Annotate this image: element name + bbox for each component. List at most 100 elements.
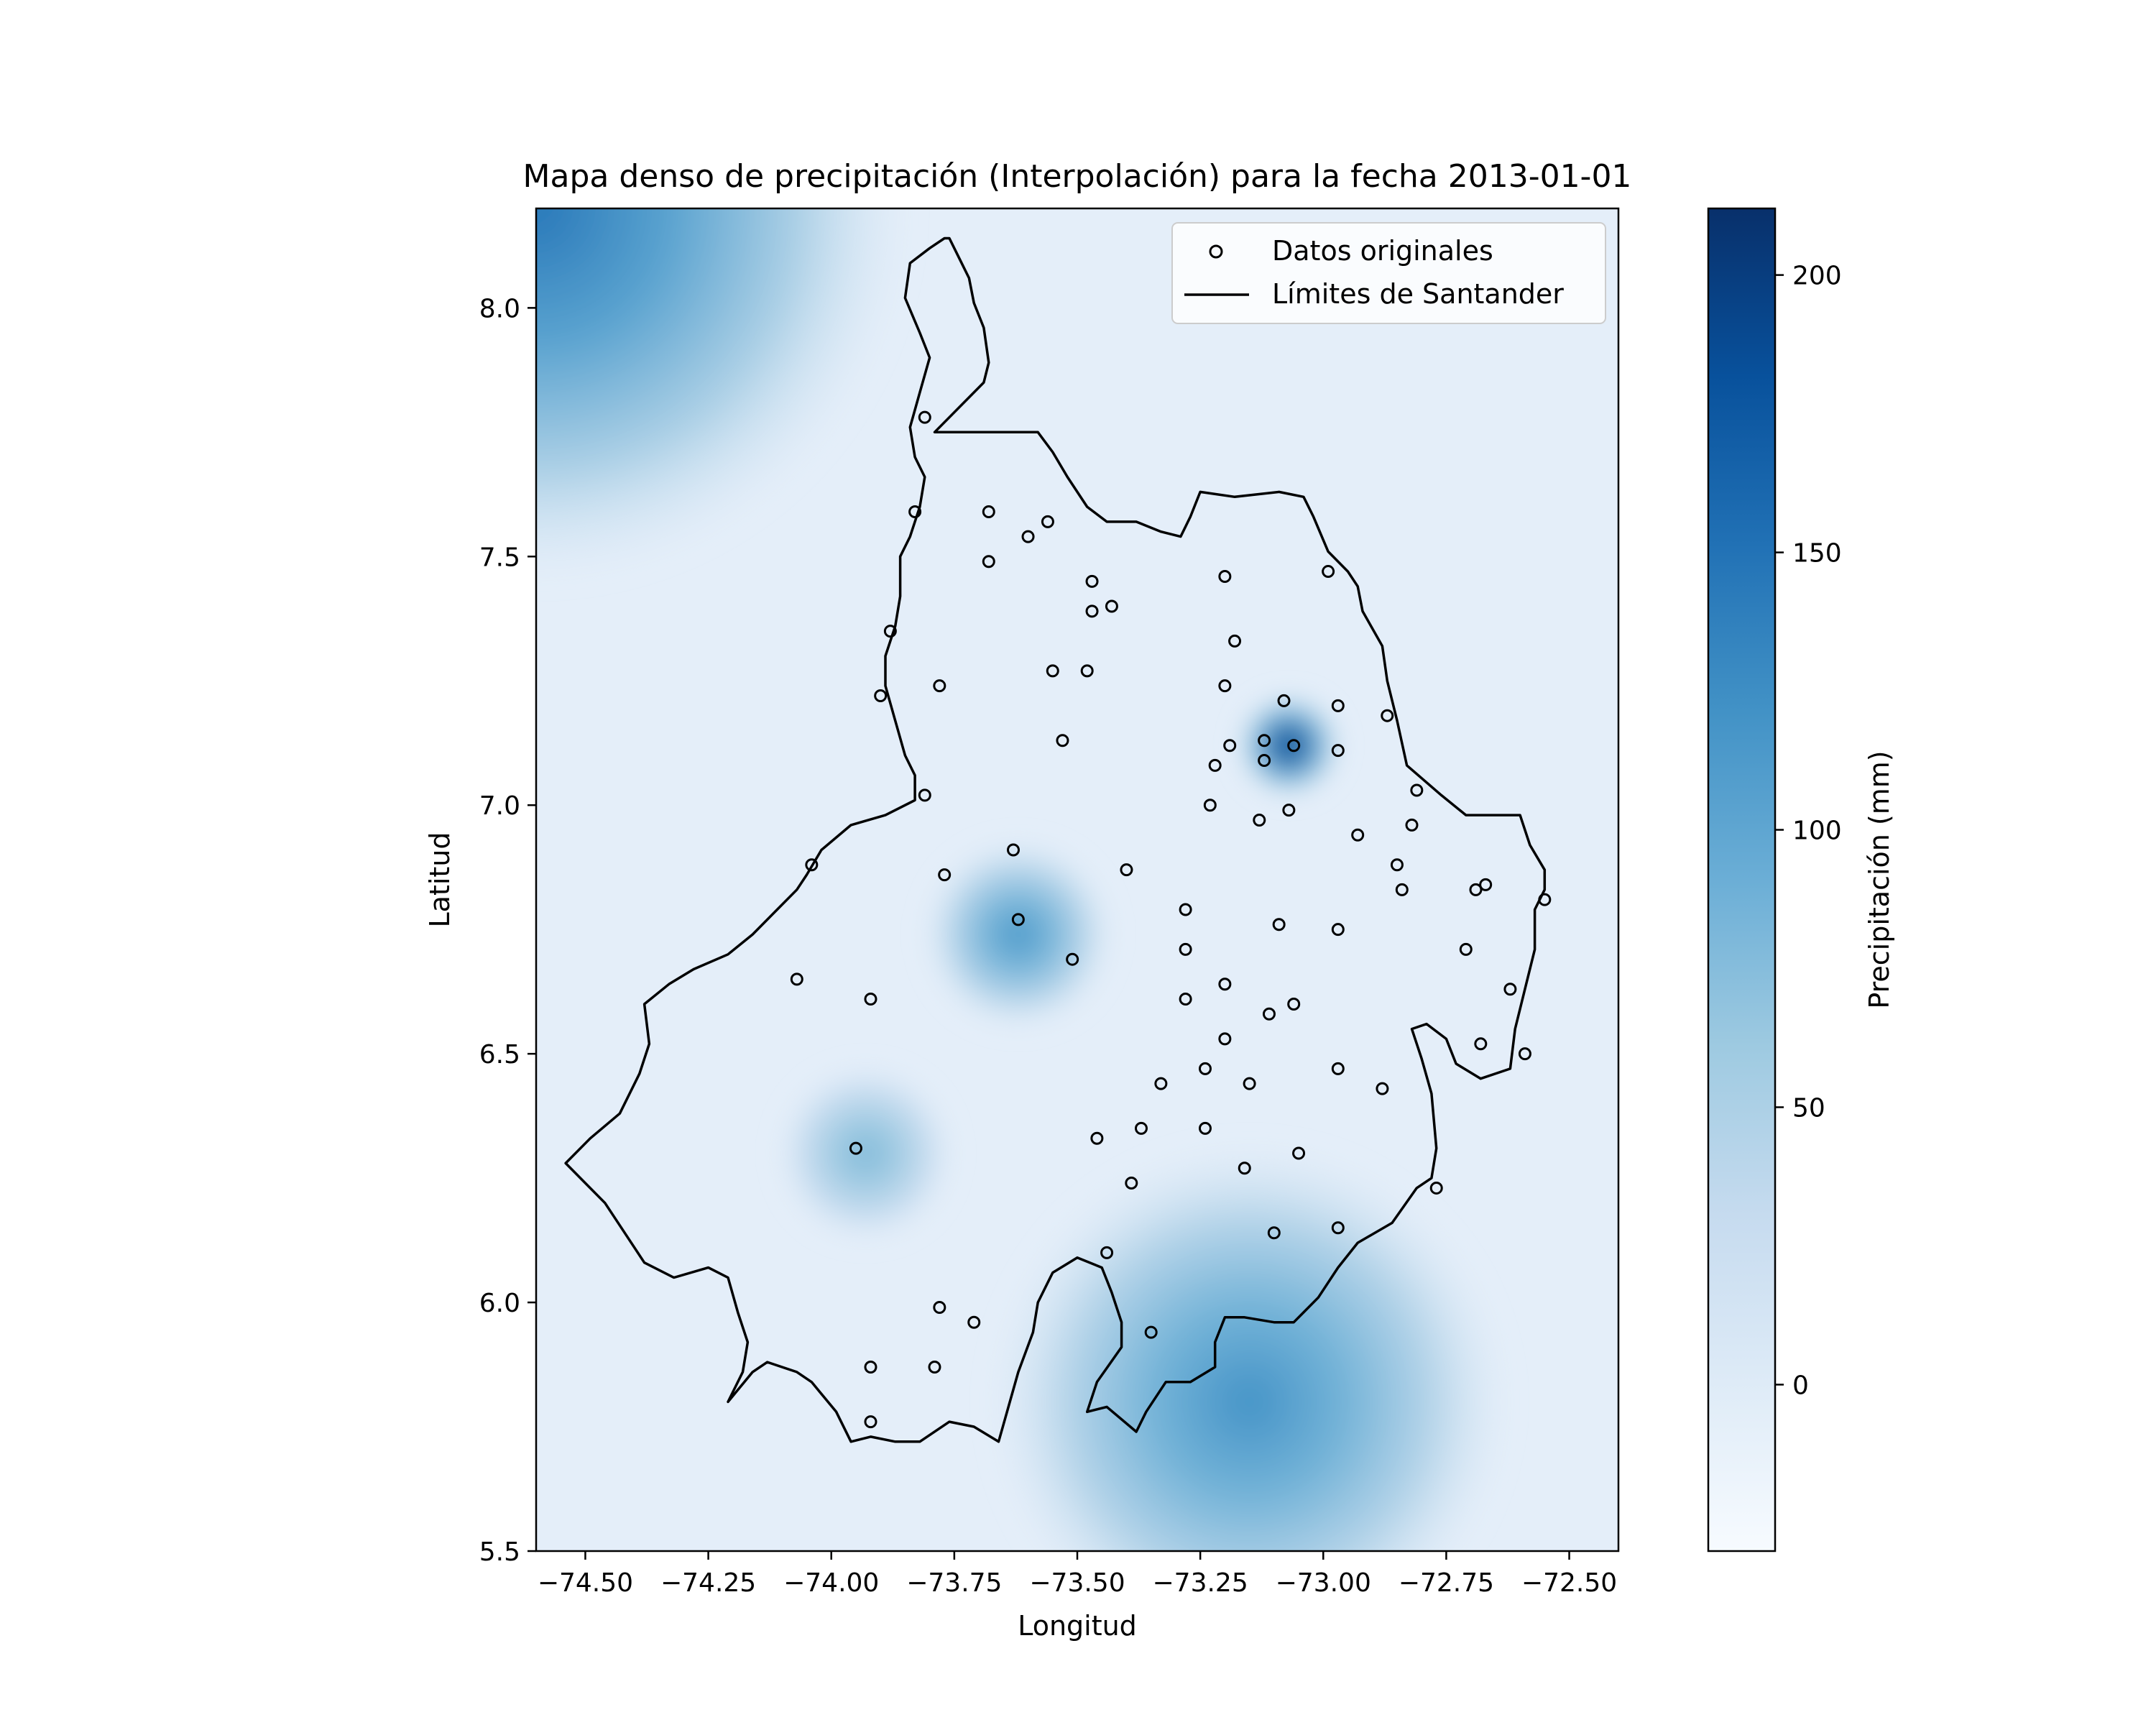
- x-tick-label: −74.25: [660, 1568, 756, 1598]
- station-point: [1041, 515, 1054, 528]
- station-point: [1331, 923, 1345, 937]
- station-point: [1218, 978, 1232, 991]
- station-point: [1120, 863, 1133, 877]
- station-point: [967, 1315, 981, 1329]
- x-tick-label: −72.50: [1521, 1568, 1617, 1598]
- station-point: [864, 1361, 877, 1374]
- colorbar-tick-label: 0: [1792, 1371, 1809, 1400]
- station-point: [864, 993, 877, 1006]
- y-tick-label: 6.5: [479, 1040, 520, 1070]
- station-point: [1021, 530, 1035, 543]
- station-point: [1100, 1246, 1114, 1259]
- chart-title: Mapa denso de precipitación (Interpolaci…: [523, 158, 1632, 195]
- colorbar-tick-label: 100: [1792, 816, 1842, 846]
- x-tick-label: −74.00: [783, 1568, 879, 1598]
- station-point: [1331, 1221, 1345, 1235]
- station-point: [1390, 858, 1404, 872]
- station-point: [1228, 634, 1242, 648]
- station-point: [938, 868, 952, 882]
- heatmap-peak: [924, 841, 1112, 1029]
- station-point: [1503, 983, 1517, 996]
- station-point: [1238, 1162, 1251, 1175]
- station-point: [1469, 883, 1483, 896]
- station-point: [933, 679, 946, 693]
- station-point: [1134, 1121, 1148, 1135]
- colorbar-ticks: 0 50 100 150 200: [1775, 262, 1842, 1400]
- heatmap-peak: [779, 1067, 952, 1240]
- station-point: [874, 689, 888, 703]
- station-point: [1395, 883, 1409, 896]
- y-tick-label: 6.0: [479, 1289, 520, 1318]
- station-point: [1080, 664, 1094, 678]
- station-point: [1322, 565, 1335, 579]
- station-point: [1253, 813, 1266, 827]
- heatmap-field: [536, 208, 1508, 1551]
- colorbar-tick-label: 50: [1792, 1093, 1825, 1123]
- station-point: [1351, 828, 1365, 842]
- station-point: [1154, 1077, 1168, 1090]
- station-point: [864, 1415, 877, 1429]
- station-point: [1218, 679, 1232, 693]
- station-point: [1518, 1047, 1531, 1061]
- station-point: [1203, 799, 1217, 812]
- station-point: [1258, 734, 1271, 748]
- station-point: [918, 410, 931, 424]
- station-point: [1405, 818, 1419, 832]
- station-point: [1267, 1226, 1281, 1240]
- station-point: [1144, 1325, 1158, 1339]
- y-tick-label: 7.5: [479, 543, 520, 572]
- station-point: [1011, 913, 1025, 926]
- station-point: [918, 788, 931, 802]
- station-point: [1331, 699, 1345, 712]
- station-point: [1208, 758, 1222, 772]
- station-point: [1331, 744, 1345, 758]
- station-point: [1085, 574, 1099, 588]
- x-axis-label: Longitud: [1018, 1610, 1137, 1642]
- y-tick-label: 5.5: [479, 1537, 520, 1567]
- station-point: [1066, 952, 1079, 966]
- station-point: [928, 1361, 941, 1374]
- station-point: [1376, 1082, 1389, 1095]
- station-point: [790, 972, 803, 986]
- x-axis-ticks: −74.50 −74.25 −74.00 −73.75 −73.50 −73.25 −73.…: [538, 1551, 1617, 1598]
- station-point: [883, 625, 897, 638]
- y-tick-label: 7.0: [479, 791, 520, 821]
- x-tick-label: −73.75: [906, 1568, 1002, 1598]
- station-point: [1179, 993, 1192, 1006]
- colorbar-gradient: [1707, 207, 1777, 1552]
- station-point: [908, 505, 922, 519]
- station-point: [1056, 734, 1069, 748]
- station-point: [933, 1300, 946, 1314]
- station-point: [1262, 1007, 1276, 1021]
- station-point: [1429, 1181, 1443, 1195]
- station-point: [1046, 664, 1059, 678]
- x-tick-label: −74.50: [538, 1568, 633, 1598]
- legend-label-stations: Datos originales: [1272, 235, 1493, 267]
- legend: Datos originales Límites de Santander: [1171, 222, 1606, 324]
- station-point: [982, 555, 995, 569]
- station-point: [1105, 599, 1118, 613]
- legend-box: [1171, 222, 1606, 324]
- station-point: [1292, 1146, 1306, 1160]
- station-point: [1381, 709, 1394, 722]
- station-point: [1090, 1131, 1104, 1145]
- plot-area: [536, 208, 1618, 1551]
- colorbar-label: Precipitación (mm): [1864, 750, 1895, 1008]
- x-tick-label: −73.25: [1153, 1568, 1248, 1598]
- santander-boundary: [564, 236, 1547, 1443]
- station-point: [1198, 1062, 1212, 1075]
- station-point: [1085, 604, 1099, 618]
- station-point: [1277, 694, 1291, 707]
- heatmap-peak: [990, 1143, 1508, 1551]
- station-point: [1272, 918, 1286, 932]
- station-point: [1459, 942, 1473, 956]
- y-tick-label: 8.0: [479, 294, 520, 323]
- station-point: [1125, 1177, 1138, 1190]
- heatmap-peak: [536, 208, 910, 582]
- station-point: [1479, 878, 1493, 891]
- station-point: [1282, 804, 1296, 817]
- station-point: [1287, 739, 1301, 753]
- station-point: [1198, 1121, 1212, 1135]
- legend-marker-circle: [1209, 244, 1223, 259]
